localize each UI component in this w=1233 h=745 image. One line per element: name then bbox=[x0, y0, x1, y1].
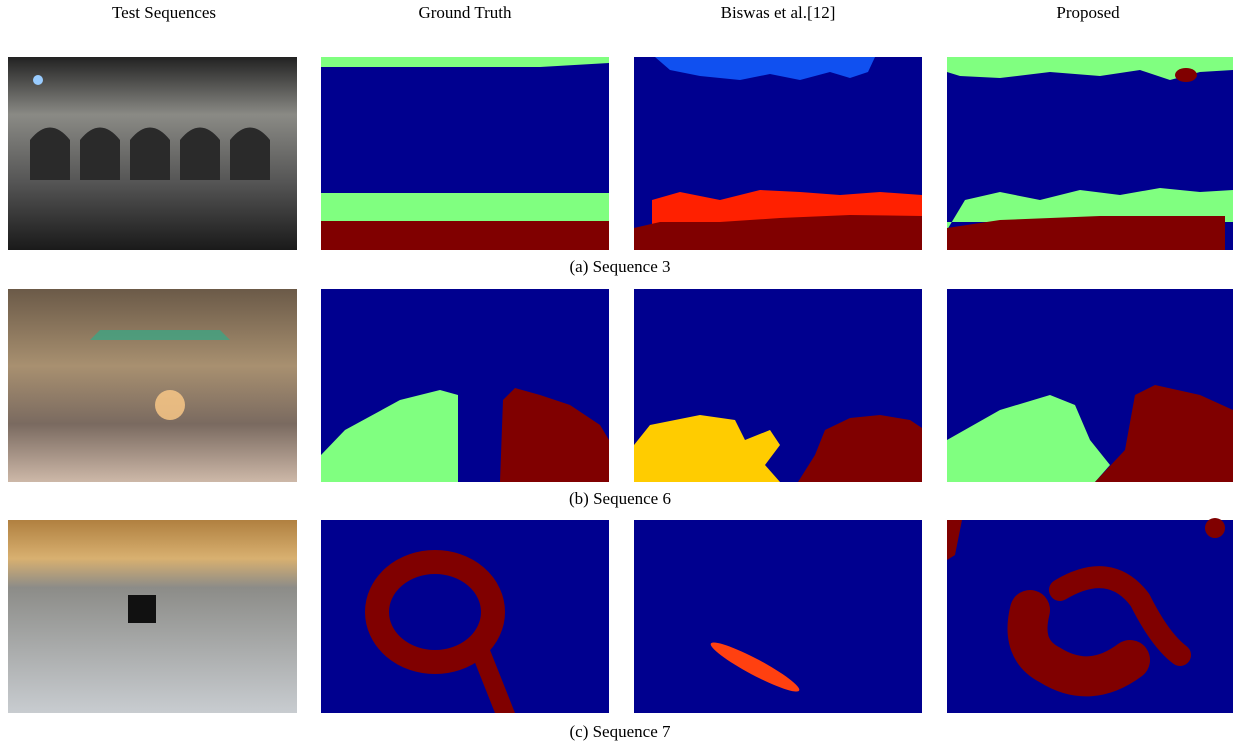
column-header: Biswas et al.[12] bbox=[721, 3, 836, 22]
region bbox=[947, 216, 1225, 250]
region bbox=[947, 520, 962, 560]
region bbox=[634, 415, 780, 482]
column-header: Ground Truth bbox=[418, 3, 512, 22]
kaaba bbox=[128, 595, 156, 623]
region bbox=[470, 650, 515, 713]
region bbox=[321, 193, 609, 221]
caption: (c) Sequence 7 bbox=[569, 722, 671, 741]
region bbox=[321, 390, 458, 482]
chandelier bbox=[155, 390, 185, 420]
row-seq7 bbox=[8, 518, 1233, 713]
region bbox=[947, 395, 1110, 482]
caption: (a) Sequence 3 bbox=[569, 257, 670, 276]
region bbox=[1205, 518, 1225, 538]
row-seq3 bbox=[8, 57, 1233, 250]
region bbox=[634, 215, 922, 250]
row-seq6 bbox=[8, 289, 1233, 482]
region bbox=[655, 57, 875, 80]
region bbox=[798, 415, 922, 482]
logo bbox=[33, 75, 43, 85]
lights bbox=[90, 330, 230, 340]
region bbox=[1175, 68, 1197, 82]
region bbox=[321, 221, 609, 250]
region bbox=[321, 57, 609, 67]
region bbox=[1049, 566, 1191, 666]
photo bbox=[8, 289, 297, 482]
region bbox=[1007, 590, 1150, 697]
column-header: Proposed bbox=[1056, 3, 1120, 22]
region bbox=[1095, 385, 1233, 482]
column-header: Test Sequences bbox=[112, 3, 216, 22]
region bbox=[710, 642, 800, 692]
region bbox=[500, 388, 609, 482]
arches bbox=[30, 127, 270, 180]
caption: (b) Sequence 6 bbox=[569, 489, 671, 508]
mask bbox=[321, 520, 609, 713]
region bbox=[947, 57, 1233, 80]
region bbox=[365, 550, 505, 674]
